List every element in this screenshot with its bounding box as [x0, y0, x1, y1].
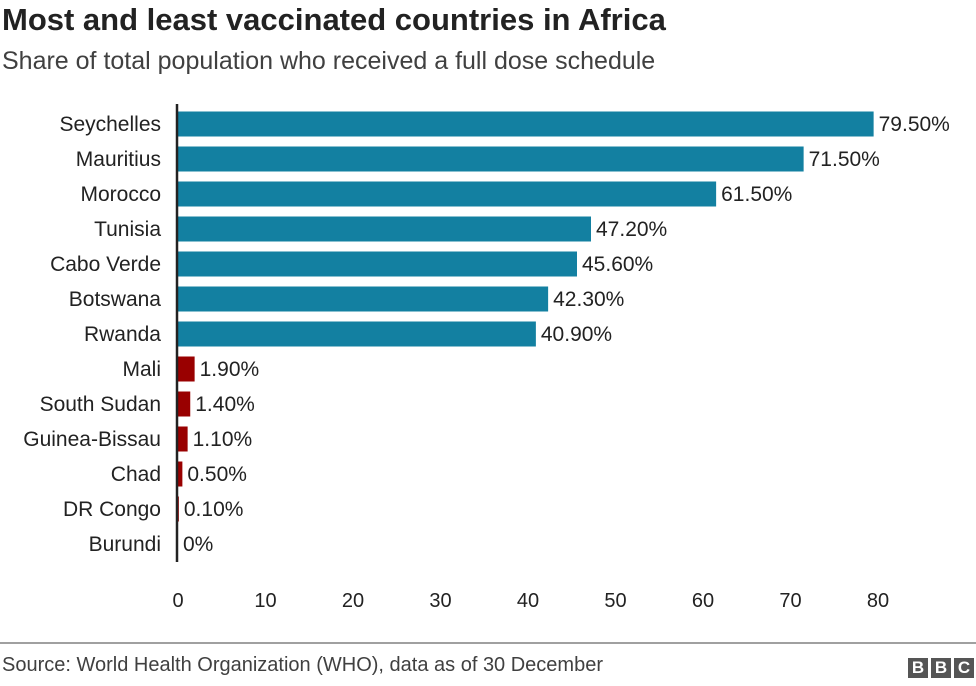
x-tick-label: 20	[342, 590, 364, 612]
source-note: Source: World Health Organization (WHO),…	[2, 654, 603, 676]
category-label: Cabo Verde	[50, 253, 161, 276]
x-tick-label: 0	[172, 590, 183, 612]
category-label: Seychelles	[59, 113, 161, 136]
x-tick-label: 10	[254, 590, 276, 612]
category-label: Mali	[122, 358, 161, 381]
bar	[178, 496, 179, 522]
bar	[178, 251, 577, 277]
x-tick-label: 50	[604, 590, 626, 612]
data-label: 0.10%	[184, 498, 244, 521]
data-label: 0%	[183, 533, 213, 556]
bar	[178, 146, 804, 172]
data-label: 1.90%	[200, 358, 260, 381]
bar	[178, 216, 591, 242]
footer-divider	[0, 642, 976, 644]
x-tick-label: 80	[867, 590, 889, 612]
data-label: 42.30%	[553, 288, 624, 311]
category-label: Morocco	[80, 183, 161, 206]
bar	[178, 356, 195, 382]
data-label: 45.60%	[582, 253, 653, 276]
category-label: Chad	[111, 463, 161, 486]
bar	[178, 286, 549, 312]
bar	[178, 391, 191, 417]
bar	[178, 181, 717, 207]
category-label: South Sudan	[40, 393, 161, 416]
category-label: Guinea-Bissau	[23, 428, 161, 451]
x-tick-label: 40	[517, 590, 539, 612]
bar	[178, 461, 183, 487]
x-tick-label: 60	[692, 590, 714, 612]
data-label: 1.10%	[193, 428, 253, 451]
data-label: 71.50%	[809, 148, 880, 171]
bar	[178, 426, 188, 452]
data-label: 61.50%	[721, 183, 792, 206]
data-label: 1.40%	[195, 393, 255, 416]
data-label: 79.50%	[879, 113, 950, 136]
category-label: Burundi	[89, 533, 161, 556]
category-label: DR Congo	[63, 498, 161, 521]
category-label: Tunisia	[94, 218, 161, 241]
data-label: 0.50%	[187, 463, 247, 486]
bar	[178, 111, 874, 137]
bar-chart: Seychelles 79.50% Mauritius 71.50% Morocco 61…	[23, 104, 950, 612]
bar	[178, 321, 536, 347]
category-label: Botswana	[69, 288, 162, 311]
data-label: 40.90%	[541, 323, 612, 346]
category-label: Rwanda	[84, 323, 161, 346]
x-tick-label: 70	[779, 590, 801, 612]
data-label: 47.20%	[596, 218, 667, 241]
chart-title: Most and least vaccinated countries in A…	[2, 2, 666, 37]
chart-subtitle: Share of total population who received a…	[2, 47, 656, 75]
x-tick-label: 30	[429, 590, 451, 612]
category-label: Mauritius	[76, 148, 161, 171]
